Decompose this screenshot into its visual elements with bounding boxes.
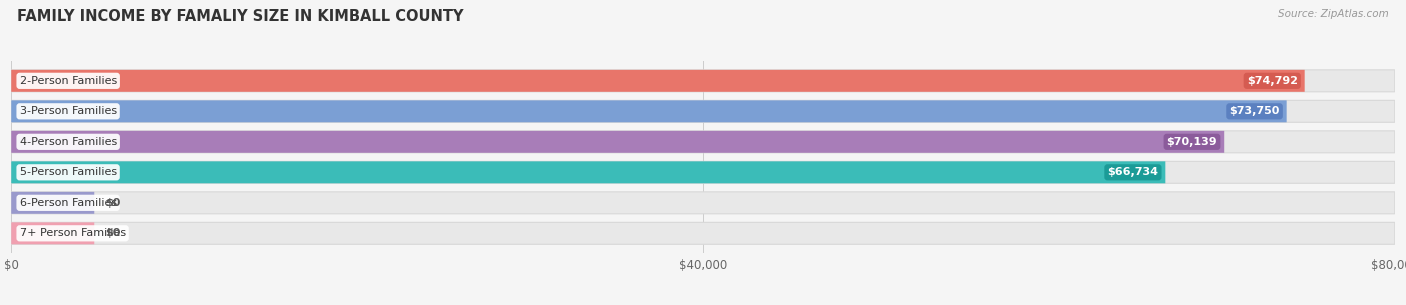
Text: $70,139: $70,139	[1167, 137, 1218, 147]
FancyBboxPatch shape	[11, 161, 1395, 183]
Text: $73,750: $73,750	[1229, 106, 1279, 116]
FancyBboxPatch shape	[11, 192, 94, 214]
Text: $74,792: $74,792	[1247, 76, 1298, 86]
FancyBboxPatch shape	[11, 161, 1166, 183]
Text: 6-Person Families: 6-Person Families	[20, 198, 117, 208]
Text: $66,734: $66,734	[1108, 167, 1159, 177]
Text: 3-Person Families: 3-Person Families	[20, 106, 117, 116]
Text: Source: ZipAtlas.com: Source: ZipAtlas.com	[1278, 9, 1389, 19]
FancyBboxPatch shape	[11, 100, 1395, 122]
Text: 5-Person Families: 5-Person Families	[20, 167, 117, 177]
FancyBboxPatch shape	[11, 192, 1395, 214]
Text: $0: $0	[105, 228, 121, 238]
Text: 7+ Person Families: 7+ Person Families	[20, 228, 125, 238]
FancyBboxPatch shape	[11, 222, 1395, 244]
FancyBboxPatch shape	[11, 100, 1286, 122]
Text: $0: $0	[105, 198, 121, 208]
FancyBboxPatch shape	[11, 222, 94, 244]
Text: 4-Person Families: 4-Person Families	[20, 137, 117, 147]
FancyBboxPatch shape	[11, 131, 1225, 153]
Text: FAMILY INCOME BY FAMALIY SIZE IN KIMBALL COUNTY: FAMILY INCOME BY FAMALIY SIZE IN KIMBALL…	[17, 9, 464, 24]
Text: 2-Person Families: 2-Person Families	[20, 76, 117, 86]
FancyBboxPatch shape	[11, 131, 1395, 153]
FancyBboxPatch shape	[11, 70, 1395, 92]
FancyBboxPatch shape	[11, 70, 1305, 92]
